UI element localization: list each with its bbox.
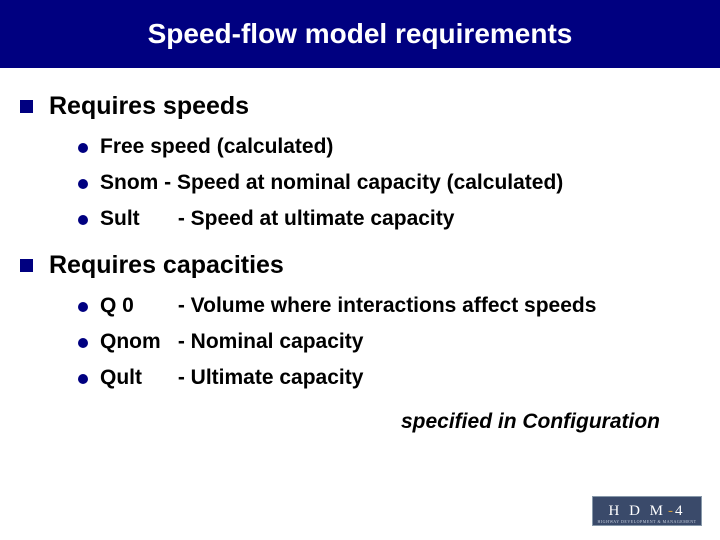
slide-content: Requires speeds Free speed (calculated) …	[0, 68, 720, 434]
item-label: Qult	[100, 366, 172, 390]
list-item-text: Qult - Ultimate capacity	[100, 366, 363, 390]
round-bullet-icon	[78, 374, 88, 384]
round-bullet-icon	[78, 338, 88, 348]
logo-separator: -	[668, 503, 673, 520]
section-items: Free speed (calculated) Snom - Speed at …	[78, 135, 700, 231]
item-desc: - Volume where interactions affect speed…	[178, 294, 597, 317]
logo-subtitle: HIGHWAY DEVELOPMENT & MANAGEMENT	[593, 519, 701, 524]
logo-suffix: 4	[675, 503, 686, 520]
slide-title: Speed-flow model requirements	[148, 18, 573, 50]
list-item-text: Qnom - Nominal capacity	[100, 330, 363, 354]
item-desc: - Nominal capacity	[178, 330, 364, 353]
item-label: Qnom	[100, 330, 172, 354]
item-label: Sult	[100, 207, 172, 231]
list-item: Free speed (calculated)	[78, 135, 700, 159]
section-heading-row: Requires capacities	[20, 251, 700, 280]
section-items: Q 0 - Volume where interactions affect s…	[78, 294, 700, 390]
item-label: Q 0	[100, 294, 172, 318]
hdm4-logo: H D M-4 HIGHWAY DEVELOPMENT & MANAGEMENT	[592, 496, 702, 526]
item-desc: - Ultimate capacity	[178, 366, 364, 389]
list-item: Q 0 - Volume where interactions affect s…	[78, 294, 700, 318]
logo-letters: H D M	[608, 503, 666, 520]
round-bullet-icon	[78, 143, 88, 153]
list-item: Qult - Ultimate capacity	[78, 366, 700, 390]
list-item-text: Q 0 - Volume where interactions affect s…	[100, 294, 596, 318]
title-bar: Speed-flow model requirements	[0, 0, 720, 68]
list-item: Qnom - Nominal capacity	[78, 330, 700, 354]
section-heading: Requires capacities	[49, 251, 284, 280]
list-item: Snom - Speed at nominal capacity (calcul…	[78, 171, 700, 195]
footer-note: specified in Configuration	[20, 410, 700, 434]
section-heading: Requires speeds	[49, 92, 249, 121]
list-item-text: Snom - Speed at nominal capacity (calcul…	[100, 171, 563, 195]
list-item-text: Sult - Speed at ultimate capacity	[100, 207, 454, 231]
item-desc: - Speed at ultimate capacity	[178, 207, 455, 230]
list-item-text: Free speed (calculated)	[100, 135, 333, 159]
list-item: Sult - Speed at ultimate capacity	[78, 207, 700, 231]
square-bullet-icon	[20, 259, 33, 272]
round-bullet-icon	[78, 179, 88, 189]
round-bullet-icon	[78, 302, 88, 312]
square-bullet-icon	[20, 100, 33, 113]
section-heading-row: Requires speeds	[20, 92, 700, 121]
round-bullet-icon	[78, 215, 88, 225]
